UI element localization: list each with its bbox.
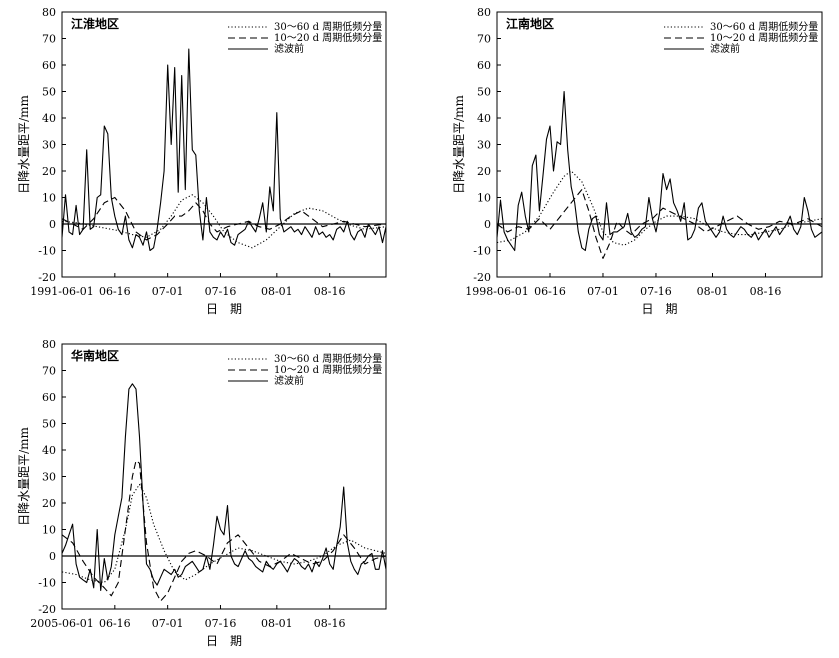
x-axis-label: 日 期 <box>206 634 242 648</box>
y-tick-label: 20 <box>477 165 491 178</box>
x-tick-label: 07-01 <box>152 285 184 298</box>
series-line-solid <box>61 383 387 592</box>
plot-frame <box>61 343 387 610</box>
x-tick-label: 07-16 <box>205 617 237 630</box>
chart-panel-2: -20 -10 0 10 20 30 40 50 60 70 80 1998-06-01 06-16 07… <box>452 6 823 316</box>
legend-label: 10～20 d 周期低频分量 <box>274 31 382 44</box>
y-tick-label: 80 <box>477 6 491 19</box>
plot-frame <box>61 11 387 278</box>
y-tick-label: 10 <box>42 192 56 205</box>
x-tick-label: 08-01 <box>697 285 729 298</box>
y-tick-label: -20 <box>473 271 491 284</box>
x-axis-label: 日 期 <box>641 302 677 316</box>
y-axis-label: 日降水量距平/mm <box>452 94 466 193</box>
y-tick-label: 70 <box>477 33 491 46</box>
x-tick-label: 06-16 <box>99 285 131 298</box>
y-tick-label: -10 <box>38 245 56 258</box>
series-line-dotted <box>61 194 387 249</box>
y-tick-label: 30 <box>42 139 56 152</box>
panel-title: 江淮地区 <box>71 16 119 31</box>
x-axis-label: 日 期 <box>206 302 242 316</box>
x-tick-label: 08-16 <box>314 285 346 298</box>
legend-label: 30～60 d 周期低频分量 <box>274 20 382 33</box>
x-tick-label: 08-01 <box>261 285 293 298</box>
chart-panel-1: -20 -10 0 10 20 30 40 50 60 70 80 1991-06-01 06-16 07… <box>17 6 387 316</box>
y-tick-label: 80 <box>42 338 56 351</box>
series-line-dotted <box>496 170 823 246</box>
y-tick-label: 40 <box>42 444 56 457</box>
x-tick-label: 07-01 <box>152 617 184 630</box>
y-tick-label: -10 <box>38 577 56 590</box>
x-tick-label: 08-01 <box>261 617 293 630</box>
x-tick-label: 06-16 <box>534 285 566 298</box>
legend-label: 滤波前 <box>274 42 304 55</box>
x-tick-label: 08-16 <box>314 617 346 630</box>
y-tick-label: 50 <box>42 418 56 431</box>
series-line-dashed <box>61 196 387 241</box>
legend-label: 30～60 d 周期低频分量 <box>710 20 818 33</box>
y-axis-label: 日降水量距平/mm <box>17 94 31 193</box>
series-line-dashed <box>61 460 387 602</box>
series-line-dashed <box>496 189 823 259</box>
x-tick-label: 1991-06-01 <box>30 285 93 298</box>
x-tick-label: 06-16 <box>99 617 131 630</box>
y-tick-label: 10 <box>477 192 491 205</box>
y-axis-label: 日降水量距平/mm <box>17 426 31 525</box>
legend-label: 30～60 d 周期低频分量 <box>274 352 382 365</box>
plot-frame <box>496 11 823 278</box>
y-tick-label: 50 <box>477 86 491 99</box>
y-tick-label: 20 <box>42 165 56 178</box>
series-line-solid <box>496 90 823 252</box>
legend-label: 10～20 d 周期低频分量 <box>710 31 818 44</box>
y-tick-label: -20 <box>38 271 56 284</box>
y-tick-label: 60 <box>477 59 491 72</box>
y-tick-label: 0 <box>484 218 491 231</box>
panel-title: 江南地区 <box>506 16 554 31</box>
x-tick-label: 1998-06-01 <box>465 285 528 298</box>
series-line-dotted <box>61 483 387 584</box>
panel-title: 华南地区 <box>71 348 119 363</box>
legend-label: 滤波前 <box>274 374 304 387</box>
x-tick-label: 07-01 <box>587 285 619 298</box>
chart-panel-3: -20 -10 0 10 20 30 40 50 60 70 80 2005-06-01 06-16 07… <box>17 338 387 648</box>
y-tick-label: 0 <box>49 218 56 231</box>
x-tick-label: 08-16 <box>750 285 782 298</box>
y-tick-label: 40 <box>477 112 491 125</box>
y-tick-label: 10 <box>42 524 56 537</box>
legend-label: 滤波前 <box>710 42 740 55</box>
y-tick-label: 20 <box>42 497 56 510</box>
y-tick-label: 50 <box>42 86 56 99</box>
y-tick-label: 60 <box>42 391 56 404</box>
y-tick-label: 80 <box>42 6 56 19</box>
x-tick-label: 2005-06-01 <box>30 617 93 630</box>
x-tick-label: 07-16 <box>640 285 672 298</box>
y-tick-label: 40 <box>42 112 56 125</box>
series-line-solid <box>61 48 387 252</box>
y-tick-label: 70 <box>42 365 56 378</box>
y-tick-label: 30 <box>477 139 491 152</box>
y-tick-label: 70 <box>42 33 56 46</box>
y-tick-label: 30 <box>42 471 56 484</box>
y-tick-label: -10 <box>473 245 491 258</box>
y-tick-label: 60 <box>42 59 56 72</box>
x-tick-label: 07-16 <box>205 285 237 298</box>
y-tick-label: -20 <box>38 603 56 616</box>
y-tick-label: 0 <box>49 550 56 563</box>
legend-label: 10～20 d 周期低频分量 <box>274 363 382 376</box>
